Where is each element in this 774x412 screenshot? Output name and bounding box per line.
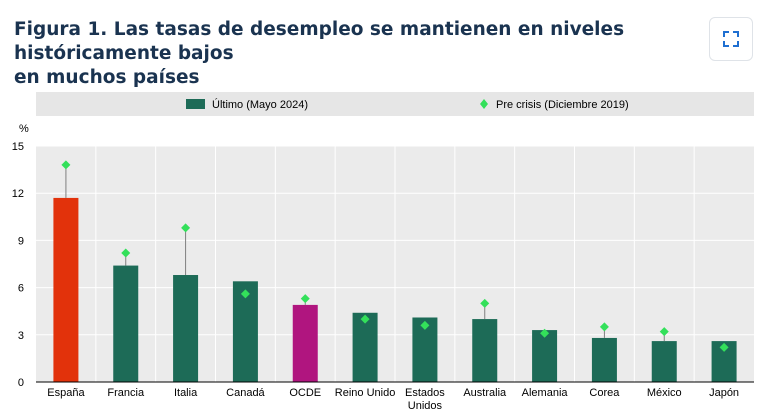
expand-icon xyxy=(723,31,739,47)
marker-point xyxy=(360,314,370,324)
x-tick-label: Japón xyxy=(709,387,739,399)
bar xyxy=(113,265,139,382)
x-tick-label: España xyxy=(47,387,85,399)
marker-point xyxy=(121,248,131,258)
y-tick-label: 0 xyxy=(18,377,24,389)
marker-point xyxy=(480,298,490,308)
bar xyxy=(352,312,378,382)
legend-label-bar: Último (Mayo 2024) xyxy=(212,98,308,111)
legend-swatch-bar xyxy=(186,99,205,109)
x-tick-label: Francia xyxy=(107,387,145,399)
x-tick-label: Reino Unido xyxy=(335,387,396,399)
x-tick-label: Australia xyxy=(463,387,507,399)
x-tick-label: Canadá xyxy=(226,387,265,399)
bar xyxy=(532,330,558,382)
x-tick-label: OCDE xyxy=(289,387,321,399)
bar xyxy=(591,337,617,382)
y-tick-label: 9 xyxy=(18,235,24,247)
legend-swatch-marker xyxy=(480,99,488,109)
marker-point xyxy=(540,328,550,338)
y-tick-label: 3 xyxy=(18,330,24,342)
y-tick-label: 15 xyxy=(12,141,24,153)
marker-point xyxy=(719,342,729,352)
legend-background xyxy=(36,92,754,116)
chart-title: Figura 1. Las tasas de desempleo se mant… xyxy=(14,18,704,90)
marker-point xyxy=(420,320,430,330)
expand-button[interactable] xyxy=(709,17,753,61)
chart-title-line-2: en muchos países xyxy=(14,67,200,88)
x-tick-label: México xyxy=(647,387,682,399)
y-axis-label: % xyxy=(19,123,29,135)
y-tick-label: 6 xyxy=(18,283,24,295)
legend: Último (Mayo 2024) Pre crisis (Diciembre … xyxy=(36,92,754,116)
marker-point xyxy=(181,223,191,233)
bar xyxy=(173,275,199,382)
legend-label-marker: Pre crisis (Diciembre 2019) xyxy=(496,99,629,111)
bar xyxy=(651,341,677,382)
marker-point xyxy=(300,294,310,304)
bar xyxy=(292,304,318,382)
marker-point xyxy=(659,327,669,337)
marker-point xyxy=(61,160,71,170)
bar xyxy=(53,197,79,382)
chart-title-line-1: Figura 1. Las tasas de desempleo se mant… xyxy=(14,19,625,64)
x-tick-label: Estados Unidos xyxy=(405,387,445,412)
marker-point xyxy=(240,289,250,299)
x-tick-label: Italia xyxy=(174,387,198,399)
bar xyxy=(472,319,498,382)
marker-point xyxy=(599,322,609,332)
y-tick-label: 12 xyxy=(12,188,24,200)
x-tick-label: Alemania xyxy=(522,387,569,399)
x-tick-label: Corea xyxy=(589,387,620,399)
plot-area: 0 3 6 9 12 15% España Francia Italia Canadá OCDE Re… xyxy=(12,123,754,412)
